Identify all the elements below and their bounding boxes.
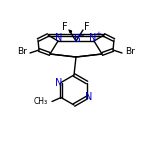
Text: Br: Br [125,47,135,57]
Text: N: N [85,93,93,102]
Text: F: F [62,22,68,32]
Text: CH₃: CH₃ [34,97,48,106]
Text: B: B [74,34,80,44]
Text: −: − [78,33,84,39]
Text: N: N [55,33,63,43]
Text: +: + [95,31,101,37]
Text: N: N [55,78,63,88]
Text: Br: Br [17,47,27,57]
Text: N: N [89,33,97,43]
Text: F: F [84,22,90,32]
